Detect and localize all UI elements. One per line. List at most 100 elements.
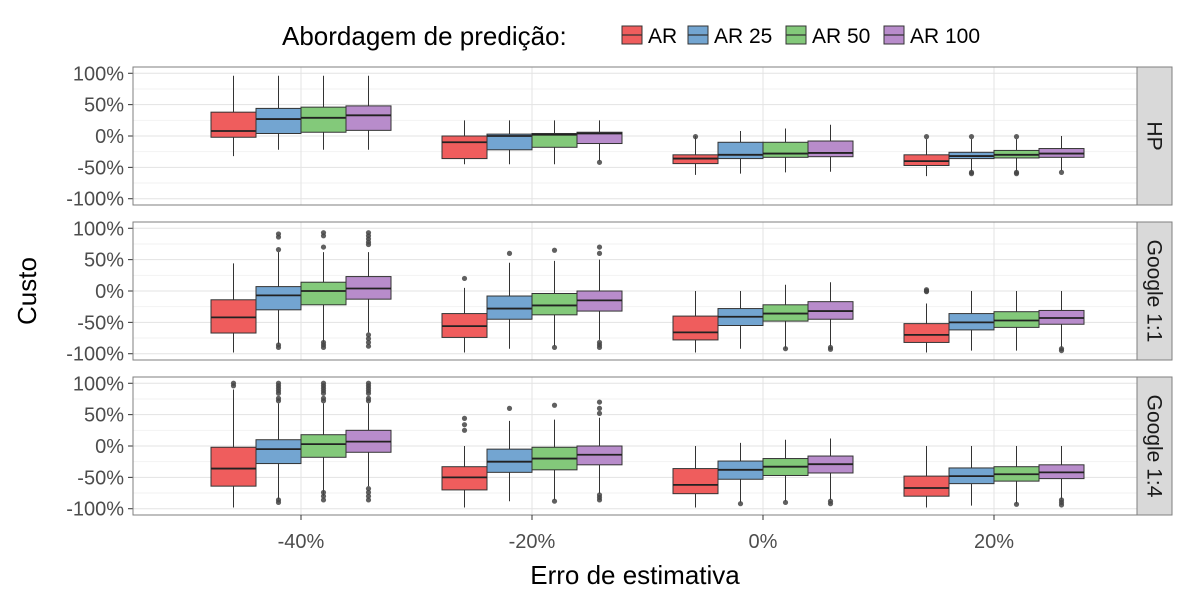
box-body [672,315,719,341]
box-body [210,111,257,138]
box [300,380,347,503]
outlier-point [782,499,789,506]
box [441,415,488,508]
box-body [903,475,950,497]
outlier-point [1013,134,1020,140]
outlier-point [275,398,282,404]
box [210,263,257,353]
box [345,230,392,349]
box [441,275,488,353]
y-axis-title: Custo [12,257,42,325]
box-body [807,140,854,158]
y-tick-label: -100% [66,189,124,211]
box [948,291,995,351]
y-tick-label: -50% [77,467,124,489]
box [903,287,950,353]
y-tick-label: 100% [73,63,124,85]
outlier-point [275,247,282,253]
box [903,134,950,177]
x-axis-title: Erro de estimativa [530,560,740,590]
y-tick-label: 0% [95,436,124,458]
facet-panel: -100% -50% 0% 50% 100% Google 1:1 [66,218,1173,366]
outlier-point [506,250,513,256]
y-tick-label: -100% [66,344,124,366]
outlier-point [506,405,513,411]
outlier-point [365,486,372,492]
outlier-point [275,390,282,396]
box-body [255,107,302,134]
box [948,134,995,177]
box [345,380,392,503]
outlier-point [320,244,327,250]
box [345,75,392,150]
y-tick-label: 100% [73,373,124,395]
outlier-point [320,390,327,396]
box-body [255,286,302,311]
y-tick-label: 50% [84,250,124,272]
outlier-point [551,247,558,253]
box [948,446,995,506]
box-body [762,141,809,158]
box [672,446,719,508]
y-tick-label: 0% [95,281,124,303]
outlier-point [596,410,603,416]
outlier-point [365,332,372,338]
facet-strip: Google 1:4 [1136,376,1173,516]
outlier-point [596,250,603,256]
box-body [903,154,950,166]
facet-strip-label: HP [1143,121,1166,150]
box-body [531,293,578,316]
outlier-point [596,399,603,405]
outlier-point [737,501,744,507]
outlier-point [461,415,468,421]
box-body [993,311,1040,328]
outlier-point [968,134,975,140]
outlier-point [1013,501,1020,507]
outlier-point [365,493,372,499]
box [672,134,719,175]
legend-label: AR [648,25,677,48]
box [993,291,1040,351]
outlier-point [968,171,975,177]
box [576,399,623,503]
box [993,134,1040,177]
outlier-point [596,344,603,351]
outlier-point [923,289,930,295]
outlier-point [692,134,699,140]
outlier-point [461,427,468,433]
y-tick-label: 50% [84,95,124,117]
outlier-point [365,230,372,236]
outlier-point [365,398,372,404]
outlier-point [365,497,372,503]
outlier-point [782,346,789,352]
legend: Abordagem de predição: AR AR 25 AR 50 AR 10… [282,21,980,51]
outlier-point [1058,502,1065,508]
outlier-point [320,497,327,503]
box-body [300,106,347,133]
outlier-point [365,336,372,342]
box [807,124,854,172]
outlier-point [275,344,282,351]
outlier-point [230,383,237,389]
legend-label: AR 100 [910,25,980,48]
box [300,230,347,351]
box-body [300,434,347,458]
y-tick-label: -100% [66,499,124,521]
outlier-point [596,405,603,411]
facet-panel: -100% -50% 0% 50% 100% Google 1:4 [66,373,1173,521]
box [762,439,809,506]
outlier-point [320,493,327,499]
box-body [486,295,533,320]
outlier-point [365,339,372,346]
outlier-point [275,231,282,237]
facet-panels: -100% -50% 0% 50% 100% HP -100% -50% 0% 50% 100% Go… [66,63,1173,521]
facet-strip-label: Google 1:4 [1143,395,1166,498]
outlier-point [596,497,603,503]
box-body [210,446,257,487]
box-body [903,323,950,343]
x-tick-label: 20% [974,531,1014,553]
y-tick-label: 100% [73,218,124,240]
box-body [300,281,347,306]
box [531,120,578,165]
outlier-point [365,343,372,349]
